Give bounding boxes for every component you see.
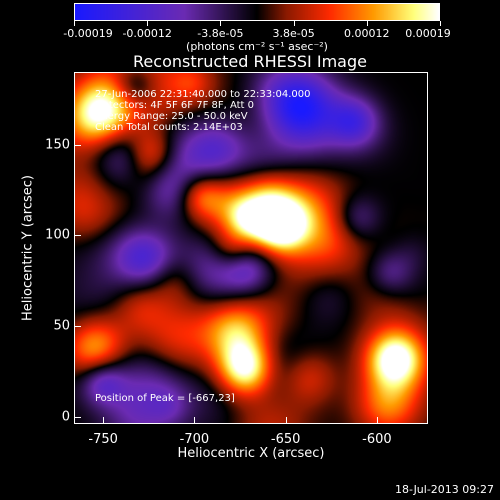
rhessi-image bbox=[75, 73, 427, 423]
y-tick-mark bbox=[74, 326, 81, 328]
info-counts: Clean Total counts: 2.14E+03 bbox=[95, 122, 243, 133]
colorbar-tick-label: -0.00012 bbox=[122, 27, 172, 40]
colorbar-tick-mark bbox=[74, 21, 75, 26]
y-tick-label: 100 bbox=[45, 227, 70, 243]
info-time-range: 27-Jun-2006 22:31:40.000 to 22:33:04.000 bbox=[95, 89, 311, 100]
image-title: Reconstructed RHESSI Image bbox=[133, 52, 367, 71]
x-tick-label: -750 bbox=[88, 432, 118, 447]
colorbar-tick-label: 3.8e-05 bbox=[272, 27, 315, 40]
colorbar-tick-mark bbox=[220, 21, 222, 26]
y-axis-label: Heliocentric Y (arcsec) bbox=[20, 175, 36, 321]
y-tick-mark bbox=[74, 144, 81, 146]
x-tick-label: -600 bbox=[362, 432, 392, 447]
colorbar-units: (photons cm⁻² s⁻¹ asec⁻²) bbox=[186, 40, 328, 53]
y-tick-mark bbox=[74, 416, 81, 418]
plot-area: 27-Jun-2006 22:31:40.000 to 22:33:04.000… bbox=[74, 72, 428, 424]
timestamp: 18-Jul-2013 09:27 bbox=[394, 483, 494, 496]
x-tick-mark bbox=[285, 417, 287, 424]
y-tick-label: 50 bbox=[53, 318, 70, 334]
x-tick-label: -650 bbox=[270, 432, 301, 447]
colorbar bbox=[74, 3, 440, 21]
peak-position: Position of Peak = [-667,23] bbox=[95, 393, 235, 404]
colorbar-tick-label: 0.00012 bbox=[344, 27, 390, 40]
colorbar-tick-label: -3.8e-05 bbox=[197, 27, 244, 40]
x-axis-label: Heliocentric X (arcsec) bbox=[177, 446, 325, 461]
info-detectors: Detectors: 4F 5F 6F 7F 8F, Att 0 bbox=[95, 100, 255, 111]
colorbar-tick-mark bbox=[147, 21, 149, 26]
x-tick-mark bbox=[103, 417, 105, 424]
colorbar-tick-label: 0.00019 bbox=[405, 27, 451, 40]
x-tick-label: -700 bbox=[179, 432, 210, 447]
y-tick-label: 0 bbox=[61, 409, 70, 425]
y-tick-mark bbox=[74, 235, 81, 237]
colorbar-tick-label: -0.00019 bbox=[63, 27, 113, 40]
info-energy-range: Energy Range: 25.0 - 50.0 keV bbox=[95, 111, 248, 122]
colorbar-tick-mark bbox=[440, 21, 441, 26]
x-tick-mark bbox=[376, 417, 378, 424]
colorbar-tick-mark bbox=[366, 21, 368, 26]
colorbar-tick-mark bbox=[293, 21, 295, 26]
x-tick-mark bbox=[194, 417, 196, 424]
y-tick-label: 150 bbox=[45, 137, 70, 153]
